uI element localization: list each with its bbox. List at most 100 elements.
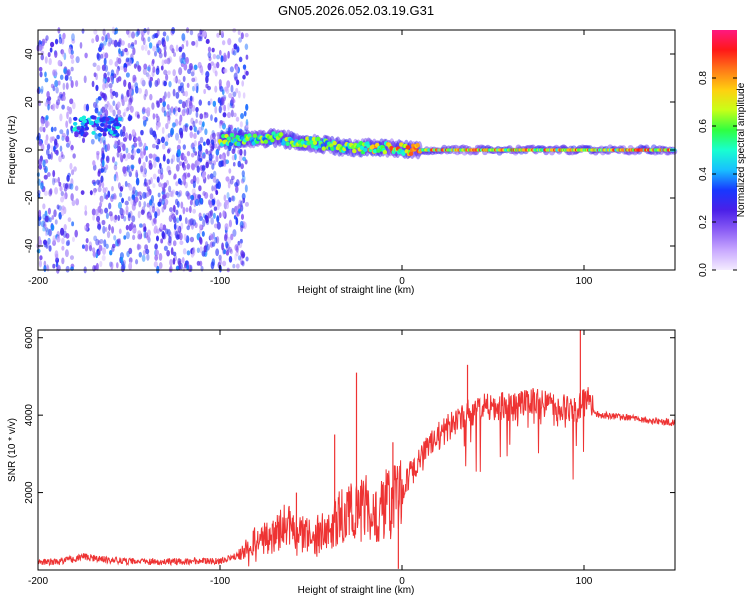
spectrogram-noise-cell bbox=[36, 248, 41, 254]
spectrogram-noise-cell bbox=[105, 212, 109, 219]
spectrogram-noise-cell bbox=[157, 121, 161, 128]
spectrogram-noise-cell bbox=[244, 32, 249, 38]
spectrogram-noise-cell bbox=[179, 240, 184, 246]
spectrogram-band-cell bbox=[312, 140, 318, 145]
spectrogram-noise-cell bbox=[174, 106, 178, 112]
spectrogram-noise-cell bbox=[234, 244, 239, 252]
spectrogram-band-cell bbox=[278, 132, 284, 137]
spectrogram-noise-cell bbox=[226, 149, 230, 157]
spectrogram-noise-cell bbox=[174, 111, 178, 117]
spectrogram-noise-cell bbox=[194, 193, 199, 201]
spectrogram-noise-cell bbox=[232, 263, 236, 269]
spectrogram-noise-cell bbox=[199, 229, 202, 235]
spectrogram-noise-cell bbox=[125, 224, 129, 231]
spectrogram-noise-cell bbox=[66, 105, 70, 111]
spectrogram-noise-cell bbox=[165, 35, 170, 42]
spectrogram-noise-cell bbox=[165, 123, 169, 130]
snr-panel: -200 -100 0 100 2000 4000 6000 Height of stra… bbox=[7, 326, 676, 596]
spectrogram-noise-cell bbox=[205, 83, 209, 89]
spectrogram-noise-cell bbox=[202, 190, 206, 197]
spectrogram-noise-cell bbox=[105, 156, 110, 162]
spectrogram-noise-cell bbox=[55, 86, 59, 94]
spectrogram-noise-cell bbox=[112, 193, 117, 200]
spectrogram-noise-cell bbox=[184, 124, 188, 133]
spectrogram-noise-cell bbox=[71, 38, 76, 44]
spectrogram-noise-cell bbox=[107, 103, 112, 111]
spectrogram-noise-cell bbox=[172, 69, 176, 77]
spectrogram-noise-cell bbox=[64, 249, 69, 258]
spectrogram-cluster-cell bbox=[82, 119, 87, 124]
spectrogram-noise-cell bbox=[39, 255, 43, 261]
spectrogram-noise-cell bbox=[88, 244, 93, 252]
spectrogram-noise-cell bbox=[215, 178, 220, 186]
spectrogram-noise-cell bbox=[85, 222, 90, 228]
spectrogram-noise-cell bbox=[235, 65, 239, 74]
spectrogram-noise-cell bbox=[218, 123, 222, 129]
spectrogram-noise-cell bbox=[156, 228, 160, 234]
spectrogram-noise-cell bbox=[47, 52, 51, 58]
spectrogram-noise-cell bbox=[134, 85, 139, 94]
spectrogram-noise-cell bbox=[231, 103, 235, 109]
snr-x-tick-label: 100 bbox=[576, 576, 593, 587]
spectrogram-noise-cell bbox=[48, 228, 52, 237]
spectrogram-cluster-cell bbox=[105, 117, 110, 122]
spectrogram-noise-cell bbox=[101, 219, 106, 226]
spectrogram-noise-cell bbox=[127, 152, 131, 160]
spectrogram-noise-cell bbox=[81, 28, 85, 34]
spectrogram-noise-cell bbox=[46, 144, 51, 150]
spectrogram-noise-cell bbox=[245, 256, 249, 262]
spectrogram-noise-cell bbox=[123, 215, 127, 222]
spectrogram-band-cell bbox=[305, 136, 310, 141]
spectrogram-y-tick-label: 40 bbox=[24, 48, 35, 60]
spectrogram-noise-cell bbox=[84, 244, 89, 252]
spectrogram-noise-cell bbox=[100, 53, 104, 59]
spectrogram-noise-cell bbox=[237, 90, 241, 99]
spectrogram-noise-cell bbox=[119, 152, 123, 160]
spectrogram-noise-cell bbox=[49, 188, 53, 195]
spectrogram-noise-cell bbox=[244, 184, 248, 193]
spectrogram-noise-cell bbox=[105, 164, 109, 170]
spectrogram-noise-cell bbox=[162, 224, 167, 231]
spectrogram-noise-cell bbox=[199, 157, 203, 163]
spectrogram-noise-cell bbox=[178, 161, 183, 166]
spectrogram-noise-cell bbox=[204, 128, 208, 136]
colorbar-tick-label: 0.2 bbox=[698, 215, 709, 229]
spectrogram-noise-cell bbox=[91, 208, 96, 216]
spectrogram-noise-cell bbox=[153, 160, 157, 168]
spectrogram-noise-cell bbox=[123, 169, 128, 177]
spectrogram-noise-cell bbox=[233, 112, 237, 118]
spectrogram-noise-cell bbox=[52, 240, 57, 246]
spectrogram-noise-cell bbox=[190, 71, 195, 77]
spectrogram-noise-cell bbox=[198, 99, 202, 106]
spectrogram-noise-cell bbox=[222, 112, 227, 118]
spectrogram-noise-cell bbox=[146, 66, 151, 72]
spectrogram-noise-cell bbox=[40, 88, 44, 95]
spectrogram-noise-cell bbox=[239, 255, 243, 263]
spectrogram-noise-cell bbox=[44, 215, 49, 223]
spectrogram-noise-cell bbox=[224, 199, 229, 206]
spectrogram-noise-cell bbox=[128, 133, 132, 141]
spectrogram-noise-cell bbox=[135, 169, 138, 178]
spectrogram-noise-cell bbox=[134, 39, 138, 45]
spectrogram-band-cell bbox=[352, 148, 357, 154]
spectrogram-noise-cell bbox=[148, 162, 153, 170]
spectrogram-noise-cell bbox=[126, 164, 131, 173]
spectrogram-noise-cell bbox=[216, 215, 220, 223]
spectrogram-noise-cell bbox=[85, 238, 89, 244]
spectrogram-noise-cell bbox=[97, 239, 101, 246]
spectrogram-noise-cell bbox=[198, 126, 202, 134]
spectrogram-noise-cell bbox=[181, 43, 185, 50]
spectrogram-noise-cell bbox=[166, 249, 171, 257]
spectrogram-noise-cell bbox=[111, 156, 115, 163]
spectrogram-noise-cell bbox=[119, 207, 124, 216]
spectrogram-noise-cell bbox=[58, 36, 63, 45]
spectrogram-noise-cell bbox=[178, 67, 183, 76]
spectrogram-noise-cell bbox=[155, 235, 159, 242]
snr-x-ticks: -200 -100 0 100 bbox=[28, 330, 593, 587]
spectrogram-noise-cell bbox=[50, 83, 55, 89]
spectrogram-noise-cell bbox=[210, 217, 214, 225]
spectrogram-noise-cell bbox=[190, 195, 194, 200]
spectrogram-noise-cell bbox=[162, 100, 166, 107]
spectrogram-noise-cell bbox=[168, 235, 172, 244]
spectrogram-noise-cell bbox=[218, 105, 222, 114]
